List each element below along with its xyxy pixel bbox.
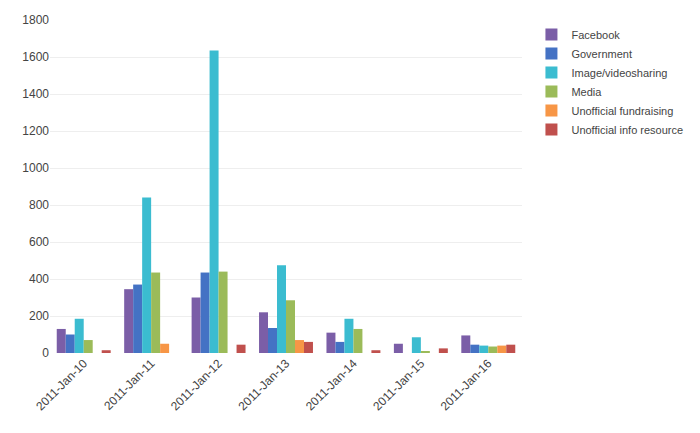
svg-text:200: 200 (29, 309, 49, 323)
svg-text:600: 600 (29, 235, 49, 249)
svg-text:400: 400 (29, 272, 49, 286)
svg-text:2011-Jan-15: 2011-Jan-15 (370, 356, 427, 413)
svg-text:1400: 1400 (22, 87, 49, 101)
svg-text:2011-Jan-12: 2011-Jan-12 (168, 356, 225, 413)
svg-text:1000: 1000 (22, 161, 49, 175)
svg-text:Unofficial fundraising: Unofficial fundraising (571, 105, 673, 117)
svg-text:2011-Jan-13: 2011-Jan-13 (235, 356, 292, 413)
svg-text:1200: 1200 (22, 124, 49, 138)
svg-text:Unofficial info resource: Unofficial info resource (571, 124, 683, 136)
svg-text:800: 800 (29, 198, 49, 212)
svg-text:Image/videosharing: Image/videosharing (571, 67, 667, 79)
svg-text:2011-Jan-16: 2011-Jan-16 (438, 356, 495, 413)
svg-text:Government: Government (571, 48, 632, 60)
svg-text:0: 0 (42, 346, 49, 360)
svg-text:Media: Media (571, 86, 602, 98)
svg-text:2011-Jan-14: 2011-Jan-14 (303, 356, 360, 413)
svg-text:2011-Jan-10: 2011-Jan-10 (33, 356, 90, 413)
svg-text:2011-Jan-11: 2011-Jan-11 (101, 356, 158, 413)
svg-text:1600: 1600 (22, 50, 49, 64)
svg-text:Facebook: Facebook (571, 29, 620, 41)
svg-text:1800: 1800 (22, 13, 49, 27)
